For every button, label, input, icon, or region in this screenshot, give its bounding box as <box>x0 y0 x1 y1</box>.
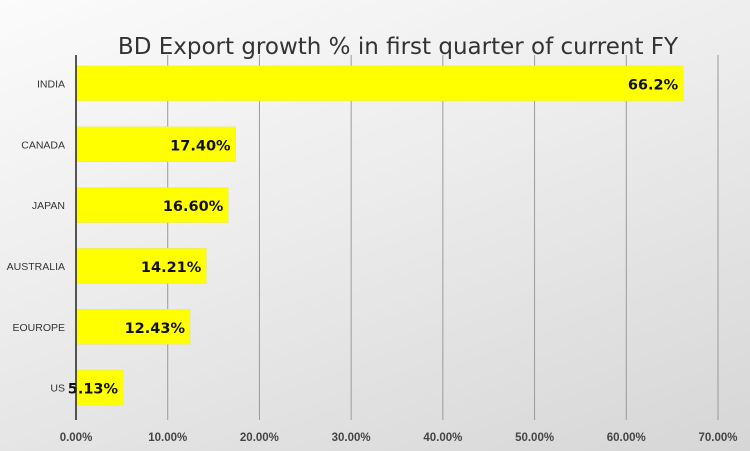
data-label: 16.60% <box>163 199 224 215</box>
category-label: INDIA <box>37 78 65 90</box>
data-label: 5.13% <box>68 382 119 398</box>
category-label: US <box>50 383 65 395</box>
data-label: 12.43% <box>125 321 186 337</box>
bar-us <box>75 369 124 406</box>
bar-india <box>75 65 684 102</box>
category-label: EOUROPE <box>12 322 65 334</box>
category-label: JAPAN <box>32 200 65 212</box>
x-tick-label: 50.00% <box>515 432 554 444</box>
bar-australia <box>75 248 207 284</box>
data-label: 17.40% <box>170 138 231 154</box>
x-tick-label: 30.00% <box>332 432 371 444</box>
bar-japan <box>75 187 229 223</box>
data-label: 66.2% <box>628 77 679 93</box>
x-tick-label: 20.00% <box>240 432 279 444</box>
data-label: 14.21% <box>141 260 202 276</box>
x-tick-label: 0.00% <box>60 432 93 444</box>
bar-eourope <box>75 309 191 345</box>
x-tick-label: 60.00% <box>607 432 646 444</box>
category-label: AUSTRALIA <box>7 261 65 273</box>
category-label: CANADA <box>21 139 65 151</box>
x-tick-label: 40.00% <box>423 432 462 444</box>
x-tick-label: 70.00% <box>698 432 737 444</box>
x-tick-label: 10.00% <box>148 432 187 444</box>
chart-title: BD Export growth % in first quarter of c… <box>118 34 679 60</box>
